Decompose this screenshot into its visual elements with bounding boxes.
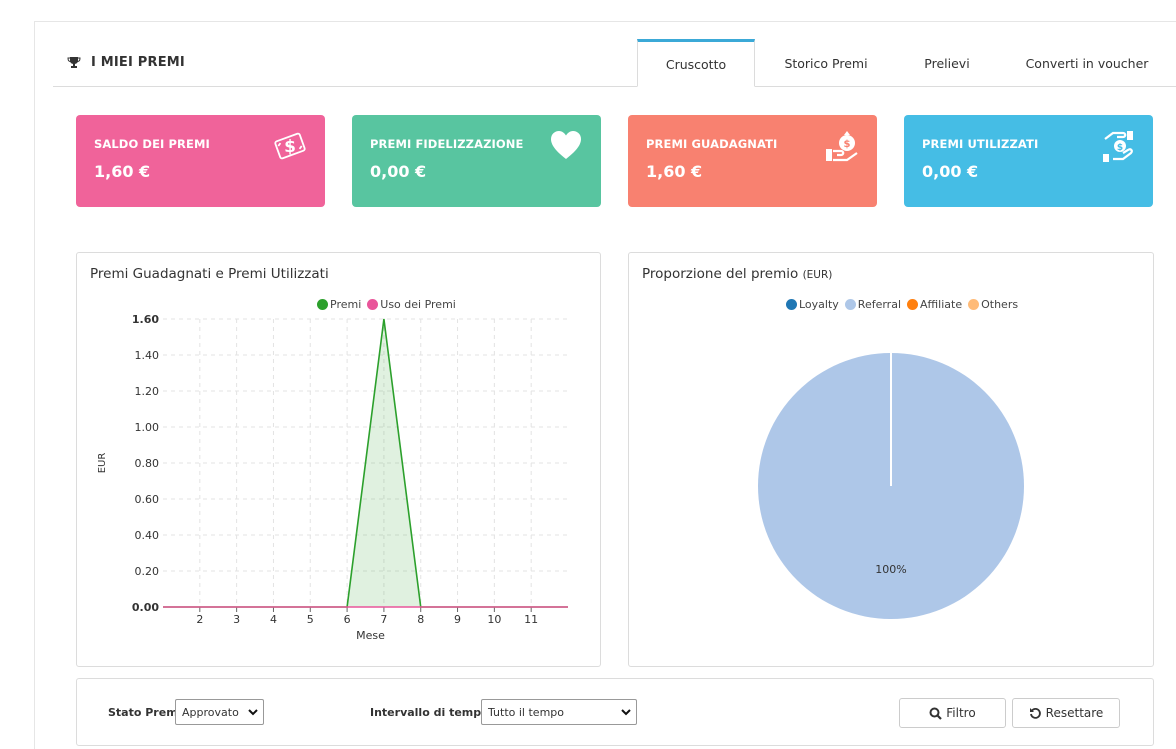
y-tick-label: 0.20 bbox=[135, 565, 160, 578]
chevron-down-icon bbox=[621, 709, 631, 716]
legend-dot bbox=[786, 299, 797, 310]
hand-coin-icon: $ bbox=[1103, 131, 1133, 162]
status-select-value: Approvato bbox=[182, 705, 239, 719]
pie-chart-title-text: Proporzione del premio bbox=[642, 266, 799, 282]
x-tick-label: 8 bbox=[417, 613, 424, 626]
card-label: SALDO DEI PREMI bbox=[94, 137, 210, 151]
money-icon: $ bbox=[274, 132, 306, 160]
y-tick-label: 0.40 bbox=[135, 529, 160, 542]
reset-button[interactable]: Resettare bbox=[1012, 698, 1120, 728]
tab-bar: Cruscotto Storico Premi Prelievi Convert… bbox=[637, 39, 1176, 87]
legend-item-loyalty[interactable]: Loyalty bbox=[786, 298, 839, 311]
filter-button-label: Filtro bbox=[946, 706, 976, 720]
card-label: PREMI FIDELIZZAZIONE bbox=[370, 137, 524, 151]
y-tick-label: 1.60 bbox=[132, 313, 159, 326]
money-bag-hand-icon: $ bbox=[826, 131, 858, 162]
card-premi-guadagnati: PREMI GUADAGNATI 1,60 € $ bbox=[628, 115, 877, 207]
y-axis-label: EUR bbox=[97, 453, 108, 474]
card-premi-utilizzati: PREMI UTILIZZATI 0,00 € $ bbox=[904, 115, 1153, 207]
legend-label: Uso dei Premi bbox=[380, 298, 456, 311]
y-tick-label: 0.00 bbox=[132, 601, 159, 614]
status-select[interactable]: Approvato bbox=[175, 699, 264, 725]
x-tick-label: 10 bbox=[487, 613, 501, 626]
legend-label: Premi bbox=[330, 298, 362, 311]
chevron-down-icon bbox=[248, 709, 258, 716]
legend-label: Referral bbox=[857, 298, 902, 311]
reset-button-label: Resettare bbox=[1045, 706, 1104, 720]
interval-select-value: Tutto il tempo bbox=[488, 705, 564, 719]
filter-button[interactable]: Filtro bbox=[899, 698, 1006, 728]
x-tick-label: 5 bbox=[307, 613, 314, 626]
line-chart-title: Premi Guadagnati e Premi Utilizzati bbox=[90, 266, 329, 282]
card-value: 0,00 € bbox=[922, 162, 979, 181]
legend-dot bbox=[367, 299, 379, 310]
line-chart-panel: Premi Guadagnati e Premi Utilizzati Prem… bbox=[76, 252, 601, 667]
legend-label: Loyalty bbox=[799, 298, 839, 311]
card-value: 1,60 € bbox=[646, 162, 703, 181]
pie-chart-svg: 100% bbox=[758, 353, 1024, 619]
legend-item-others[interactable]: Others bbox=[968, 298, 1018, 311]
card-value: 0,00 € bbox=[370, 162, 427, 181]
pie-chart-legend: Loyalty Referral Affiliate Others bbox=[786, 298, 1018, 311]
pie-slice-label: 100% bbox=[875, 563, 906, 576]
heart-icon bbox=[551, 131, 581, 159]
page-title: I MIEI PREMI bbox=[67, 55, 185, 70]
y-tick-label: 0.60 bbox=[135, 493, 160, 506]
y-tick-label: 1.00 bbox=[135, 421, 160, 434]
svg-text:$: $ bbox=[284, 137, 296, 157]
legend-label: Affiliate bbox=[920, 298, 963, 311]
line-chart-svg: 0.00 0.20 0.40 0.60 0.80 1.00 1.20 1.40 1.60 2 3 4 5… bbox=[97, 313, 568, 642]
svg-text:$: $ bbox=[844, 139, 851, 150]
x-tick-label: 6 bbox=[344, 613, 351, 626]
line-chart-legend: Premi Uso dei Premi bbox=[317, 298, 456, 311]
legend-item-uso-dei-premi[interactable]: Uso dei Premi bbox=[367, 298, 456, 311]
legend-item-premi[interactable]: Premi bbox=[317, 298, 361, 311]
pie-chart-unit: (EUR) bbox=[802, 269, 833, 281]
legend-item-referral[interactable]: Referral bbox=[844, 298, 902, 311]
x-tick-label: 7 bbox=[380, 613, 387, 626]
card-label: PREMI GUADAGNATI bbox=[646, 137, 778, 151]
x-tick-label: 2 bbox=[196, 613, 203, 626]
card-saldo-dei-premi: SALDO DEI PREMI 1,60 € $ bbox=[76, 115, 325, 207]
x-tick-label: 11 bbox=[524, 613, 538, 626]
pie-chart-panel: Proporzione del premio (EUR) Loyalty Refe… bbox=[628, 252, 1154, 667]
card-premi-fidelizzazione: PREMI FIDELIZZAZIONE 0,00 € bbox=[352, 115, 601, 207]
x-tick-label: 9 bbox=[454, 613, 461, 626]
header-row: I MIEI PREMI Cruscotto Storico Premi Pre… bbox=[53, 39, 1176, 87]
status-filter-label: Stato Premi bbox=[108, 706, 182, 719]
legend-item-affiliate[interactable]: Affiliate bbox=[907, 298, 962, 311]
legend-dot bbox=[907, 299, 919, 310]
legend-dot bbox=[844, 299, 856, 310]
svg-text:$: $ bbox=[1117, 143, 1123, 153]
y-tick-label: 1.20 bbox=[135, 385, 160, 398]
legend-dot bbox=[317, 299, 328, 310]
tab-storico-premi[interactable]: Storico Premi bbox=[784, 56, 868, 71]
page-title-text: I MIEI PREMI bbox=[91, 55, 185, 70]
tab-cruscotto[interactable]: Cruscotto bbox=[637, 39, 755, 87]
legend-label: Others bbox=[981, 298, 1019, 311]
y-tick-label: 0.80 bbox=[135, 457, 160, 470]
pie-chart-title: Proporzione del premio (EUR) bbox=[642, 266, 832, 282]
filter-bar: Stato Premi Approvato Intervallo di temp… bbox=[76, 678, 1154, 746]
x-tick-label: 4 bbox=[270, 613, 277, 626]
x-tick-label: 3 bbox=[233, 613, 240, 626]
interval-select[interactable]: Tutto il tempo bbox=[481, 699, 637, 725]
y-tick-label: 1.40 bbox=[135, 349, 160, 362]
reset-icon bbox=[1029, 707, 1041, 719]
x-axis-label: Mese bbox=[356, 629, 385, 642]
card-label: PREMI UTILIZZATI bbox=[922, 137, 1039, 151]
trophy-icon bbox=[67, 57, 81, 68]
tab-prelievi[interactable]: Prelievi bbox=[924, 56, 970, 71]
interval-filter-label: Intervallo di tempo bbox=[370, 706, 489, 719]
tab-converti-in-voucher[interactable]: Converti in voucher bbox=[1025, 56, 1149, 71]
search-icon bbox=[929, 707, 943, 720]
legend-dot bbox=[968, 299, 980, 310]
card-value: 1,60 € bbox=[94, 162, 151, 181]
